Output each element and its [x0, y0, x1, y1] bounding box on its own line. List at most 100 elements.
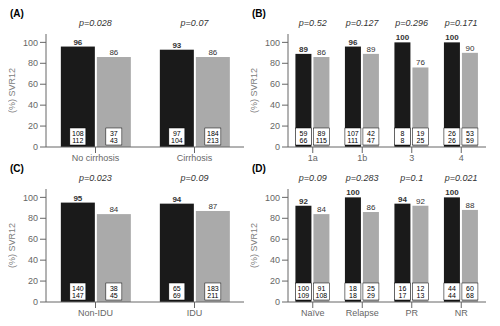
svg-text:25: 25 — [417, 137, 425, 144]
svg-text:45: 45 — [110, 292, 118, 299]
svg-text:p=0.028: p=0.028 — [78, 18, 112, 28]
svg-text:183: 183 — [207, 285, 219, 292]
svg-text:60: 60 — [466, 285, 474, 292]
svg-text:84: 84 — [109, 205, 118, 214]
svg-text:4: 4 — [459, 153, 464, 163]
svg-text:20: 20 — [270, 276, 280, 286]
svg-text:107: 107 — [347, 130, 359, 137]
svg-text:0: 0 — [33, 142, 38, 152]
svg-text:89: 89 — [318, 130, 326, 137]
svg-text:Cirrhosis: Cirrhosis — [177, 153, 213, 163]
svg-text:87: 87 — [208, 202, 217, 211]
svg-text:16: 16 — [399, 285, 407, 292]
svg-text:213: 213 — [207, 137, 219, 144]
svg-text:86: 86 — [109, 48, 118, 57]
svg-text:91: 91 — [318, 285, 326, 292]
svg-text:p=0.52: p=0.52 — [298, 18, 327, 28]
svg-text:108: 108 — [72, 130, 84, 137]
svg-text:18: 18 — [349, 285, 357, 292]
svg-text:100: 100 — [23, 193, 38, 203]
svg-text:96: 96 — [73, 38, 82, 47]
svg-text:13: 13 — [417, 292, 425, 299]
svg-text:29: 29 — [367, 292, 375, 299]
svg-text:0: 0 — [275, 142, 280, 152]
svg-text:12: 12 — [417, 285, 425, 292]
svg-text:60: 60 — [270, 79, 280, 89]
svg-text:89: 89 — [299, 45, 308, 54]
svg-text:26: 26 — [448, 130, 456, 137]
svg-text:p=0.296: p=0.296 — [394, 18, 428, 28]
svg-text:100: 100 — [346, 188, 360, 197]
svg-text:42: 42 — [367, 130, 375, 137]
svg-text:108: 108 — [316, 292, 328, 299]
svg-text:115: 115 — [316, 137, 327, 144]
svg-text:100: 100 — [265, 38, 280, 48]
svg-text:1a: 1a — [308, 153, 318, 163]
svg-text:65: 65 — [173, 285, 181, 292]
svg-text:44: 44 — [448, 292, 456, 299]
svg-text:100: 100 — [396, 33, 410, 42]
svg-text:86: 86 — [208, 48, 217, 57]
svg-text:96: 96 — [348, 38, 357, 47]
svg-text:100: 100 — [445, 33, 459, 42]
svg-text:20: 20 — [270, 121, 280, 131]
svg-text:25: 25 — [367, 285, 375, 292]
svg-text:89: 89 — [366, 45, 375, 54]
svg-text:18: 18 — [349, 292, 357, 299]
svg-text:69: 69 — [173, 292, 181, 299]
svg-text:60: 60 — [270, 234, 280, 244]
svg-text:100: 100 — [265, 193, 280, 203]
svg-text:60: 60 — [28, 234, 38, 244]
svg-text:94: 94 — [398, 195, 407, 204]
svg-text:0: 0 — [275, 297, 280, 307]
svg-text:112: 112 — [72, 137, 83, 144]
svg-text:26: 26 — [448, 137, 456, 144]
svg-text:40: 40 — [270, 100, 280, 110]
svg-text:8: 8 — [400, 137, 404, 144]
svg-text:80: 80 — [270, 213, 280, 223]
svg-text:(%) SVR12: (%) SVR12 — [250, 68, 259, 113]
svg-text:p=0.127: p=0.127 — [345, 18, 380, 28]
svg-text:95: 95 — [73, 194, 82, 203]
svg-text:59: 59 — [466, 137, 474, 144]
svg-text:p=0.1: p=0.1 — [399, 173, 423, 183]
svg-text:68: 68 — [466, 292, 474, 299]
svg-text:184: 184 — [207, 130, 219, 137]
svg-text:100: 100 — [298, 285, 310, 292]
svg-text:37: 37 — [110, 130, 118, 137]
svg-text:43: 43 — [110, 137, 118, 144]
svg-text:80: 80 — [270, 58, 280, 68]
svg-text:86: 86 — [317, 48, 326, 57]
svg-text:19: 19 — [417, 130, 425, 137]
svg-text:20: 20 — [28, 121, 38, 131]
svg-text:p=0.283: p=0.283 — [345, 173, 379, 183]
svg-text:p=0.09: p=0.09 — [180, 173, 209, 183]
svg-text:Non-IDU: Non-IDU — [78, 308, 113, 318]
svg-text:111: 111 — [348, 137, 359, 144]
svg-text:No cirrhosis: No cirrhosis — [72, 153, 120, 163]
svg-text:Relapse: Relapse — [346, 308, 379, 318]
svg-text:38: 38 — [110, 285, 118, 292]
svg-text:40: 40 — [270, 255, 280, 265]
svg-text:88: 88 — [465, 201, 474, 210]
svg-text:0: 0 — [33, 297, 38, 307]
svg-text:17: 17 — [399, 292, 407, 299]
svg-text:8: 8 — [400, 130, 404, 137]
svg-text:40: 40 — [28, 255, 38, 265]
svg-text:84: 84 — [317, 205, 326, 214]
svg-text:104: 104 — [171, 137, 183, 144]
svg-text:p=0.09: p=0.09 — [298, 173, 327, 183]
svg-text:109: 109 — [298, 292, 310, 299]
svg-text:93: 93 — [172, 41, 181, 50]
svg-text:140: 140 — [72, 285, 84, 292]
svg-text:1b: 1b — [357, 153, 367, 163]
svg-text:20: 20 — [28, 276, 38, 286]
svg-text:p=0.171: p=0.171 — [444, 18, 478, 28]
svg-text:76: 76 — [416, 58, 425, 67]
svg-text:p=0.07: p=0.07 — [180, 18, 210, 28]
svg-text:147: 147 — [72, 292, 84, 299]
svg-text:44: 44 — [448, 285, 456, 292]
svg-text:86: 86 — [366, 203, 375, 212]
svg-text:47: 47 — [367, 137, 375, 144]
svg-text:92: 92 — [416, 197, 425, 206]
